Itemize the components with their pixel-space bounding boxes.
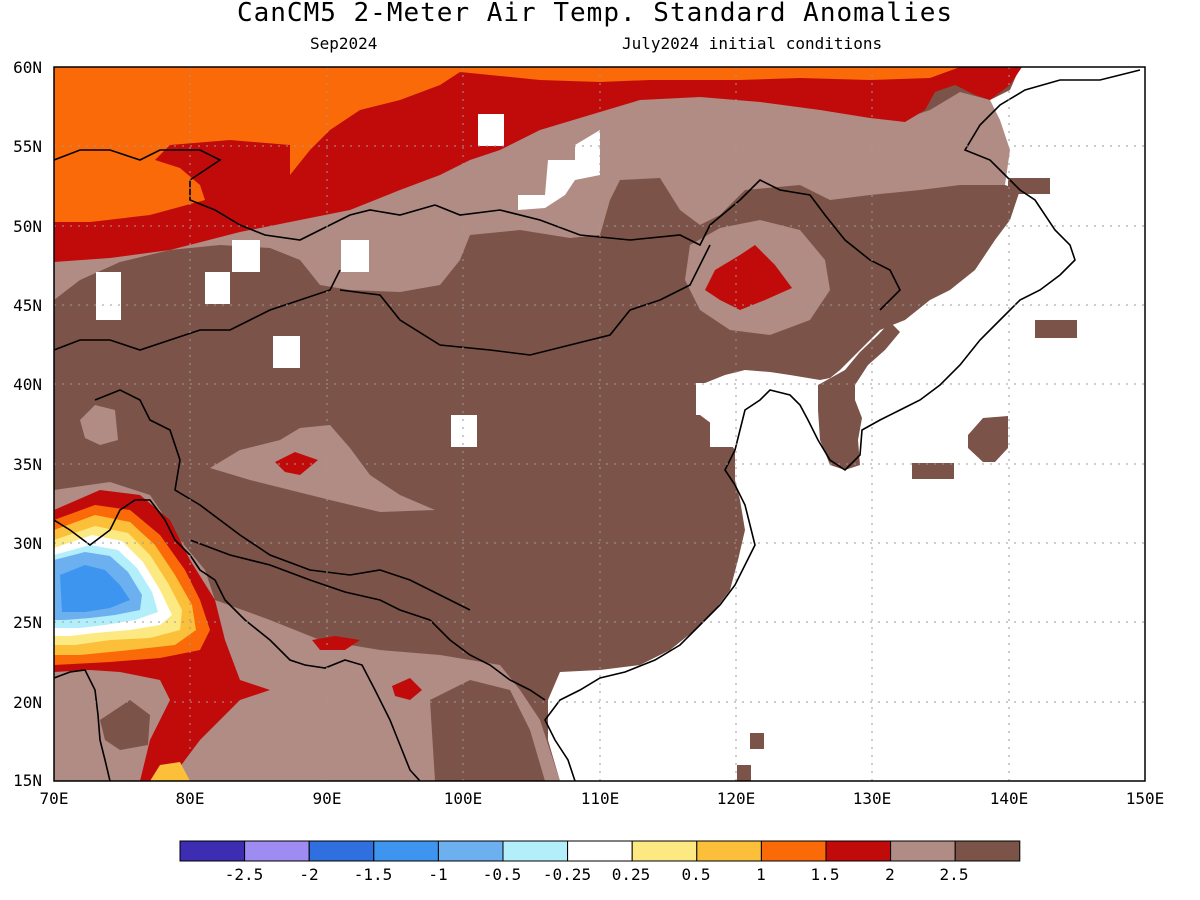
colorbar-tick-label: -2 — [299, 865, 319, 884]
lat-label-55N: 55N — [13, 137, 42, 156]
colorbar-swatch — [696, 840, 762, 862]
anomaly-1.5-2-blob-bangladesh — [312, 636, 360, 650]
anomaly-2-region-west — [80, 405, 118, 445]
colorbar-swatch — [244, 840, 310, 862]
anomaly-1.5-blob-tibet — [275, 452, 318, 475]
lat-label-25N: 25N — [13, 613, 42, 632]
colorbar-tick-label: -1 — [428, 865, 448, 884]
border-china-mongolia — [434, 179, 901, 311]
map-title: CanCM5 2-Meter Air Temp. Standard Anomal… — [236, 0, 954, 28]
colorbar-tick-label: 2 — [885, 865, 895, 884]
graticule — [54, 67, 1145, 781]
colorbar-swatch — [954, 840, 1021, 862]
masked-lake-2 — [205, 272, 230, 304]
anomaly-2-blob-neChina — [705, 245, 792, 310]
masked-lake-3 — [232, 240, 260, 272]
anomaly-2-region-tibet — [210, 425, 435, 512]
colorbar-tick-label: -1.5 — [353, 865, 393, 884]
lat-label-35N: 35N — [13, 455, 42, 474]
colorbar-tick-label: 2.5 — [939, 865, 969, 884]
colorbar-swatch — [437, 840, 504, 862]
anomaly-2.5-cells-japan — [968, 416, 1008, 462]
valid-month-label: Sep2024 — [310, 34, 378, 53]
anomaly-2.5-cells-hokkaido — [1035, 320, 1077, 338]
border-mongolia-south — [339, 244, 711, 356]
lat-label-60N: 60N — [13, 58, 42, 77]
colorbar-tick-label: -0.5 — [482, 865, 522, 884]
masked-coast-yellowsea — [710, 415, 738, 447]
anomaly-2.5-region-india — [100, 700, 150, 750]
colorbar — [179, 840, 1021, 862]
colorbar-tick-label: 0.25 — [611, 865, 651, 884]
lon-label-100E: 100E — [443, 789, 483, 808]
anomaly-1.5-region-north — [520, 67, 960, 80]
anomaly-1.5-2-blob-south — [392, 678, 422, 700]
lon-label-140E: 140E — [989, 789, 1029, 808]
colorbar-swatch — [567, 840, 633, 862]
border-kazakh-russia — [54, 149, 436, 241]
colorbar-swatch — [631, 840, 698, 862]
colorbar-tick-label: -0.25 — [542, 865, 592, 884]
masked-lake-5 — [273, 336, 300, 368]
anomaly-2.5-cell-taiwan — [750, 733, 764, 749]
masked-lake-baikal — [518, 130, 600, 210]
anomaly-1-blob-south — [150, 762, 190, 781]
anomaly-neg1-region-pakistan — [60, 565, 130, 612]
lat-label-40N: 40N — [13, 375, 42, 394]
lon-label-150E: 150E — [1125, 789, 1165, 808]
anomaly-field — [54, 67, 1145, 781]
masked-sea-bohai — [696, 383, 742, 415]
lon-label-90E: 90E — [312, 789, 342, 808]
coastline-india — [54, 499, 421, 781]
lat-label-30N: 30N — [13, 534, 42, 553]
lat-label-15N: 15N — [13, 771, 42, 790]
anomaly-1.5-region-northwest — [54, 67, 680, 222]
colorbar-swatch — [890, 840, 956, 862]
masked-lake-4 — [341, 240, 369, 272]
border-indochina — [429, 619, 546, 701]
masked-lake-7 — [478, 114, 504, 146]
lon-label-110E: 110E — [580, 789, 620, 808]
lat-label-50N: 50N — [13, 217, 42, 236]
colorbar-swatch — [308, 840, 375, 862]
lon-label-120E: 120E — [716, 789, 756, 808]
anomaly-2.5-cells-sakhalin — [1008, 178, 1050, 194]
coastline-layer — [54, 69, 1141, 781]
border-tibet-himalaya — [189, 539, 431, 621]
colorbar-swatch — [825, 840, 892, 862]
lat-label-45N: 45N — [13, 296, 42, 315]
colorbar-tick-label: 1.5 — [810, 865, 840, 884]
lat-label-20N: 20N — [13, 693, 42, 712]
colorbar-swatch — [179, 840, 246, 862]
masked-lake-1 — [96, 272, 121, 320]
init-conditions-label: July2024 initial conditions — [622, 34, 883, 53]
colorbar-tick-label: -2.5 — [224, 865, 264, 884]
plot-frame — [53, 66, 1146, 782]
anomaly-2.5-cells-japan2 — [912, 463, 954, 479]
colorbar-swatch — [502, 840, 569, 862]
colorbar-tick-label: 1 — [756, 865, 766, 884]
anomaly-2.5-cell-philippines — [737, 765, 751, 781]
lon-label-70E: 70E — [39, 789, 69, 808]
coastline-east-asia — [544, 69, 1141, 781]
anomaly-2.5-region-indochina — [430, 680, 545, 781]
border-central-asia — [54, 269, 341, 351]
lon-label-80E: 80E — [175, 789, 205, 808]
colorbar-tick-label: 0.5 — [681, 865, 711, 884]
lon-label-130E: 130E — [852, 789, 892, 808]
masked-lake-6 — [451, 415, 477, 447]
colorbar-swatch — [760, 840, 827, 862]
border-china-west — [94, 389, 471, 611]
coastline-india-west — [54, 669, 111, 781]
anomaly-2.5-cells-korea — [818, 322, 900, 470]
colorbar-swatch — [373, 840, 439, 862]
